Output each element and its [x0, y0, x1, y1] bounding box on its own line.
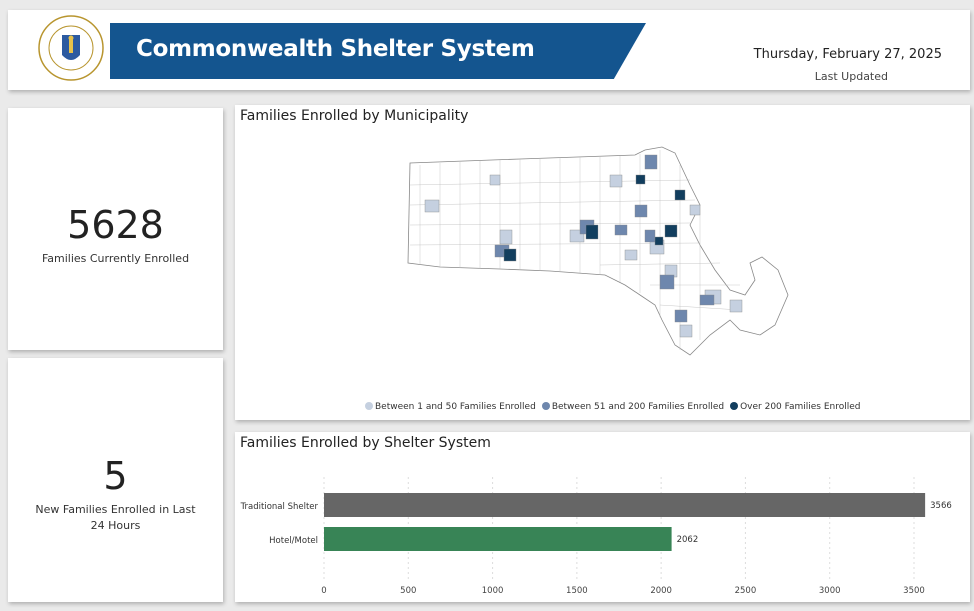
kpi-new-families: 5 New Families Enrolled in Last 24 Hours [8, 358, 223, 602]
legend-dot-icon [541, 402, 550, 410]
municipality-map-card: Families Enrolled by Municipality Betwee… [235, 105, 970, 420]
x-tick-label: 0 [321, 586, 326, 596]
kpi-value: 5628 [67, 203, 164, 247]
massachusetts-map[interactable] [400, 145, 810, 390]
legend-label: Between 51 and 200 Families Enrolled [551, 402, 725, 412]
kpi-label: New Families Enrolled in Last 24 Hours [35, 503, 196, 532]
shelter-bar-chart: 0 500 1000 1500 2000 2500 3000 3500 Traditional … [240, 477, 952, 596]
data-label: 2062 [677, 535, 699, 545]
x-tick-label: 1000 [482, 586, 504, 596]
legend-dot-icon [365, 402, 373, 410]
bar-hotel-motel [324, 527, 672, 551]
x-tick-label: 1500 [566, 586, 588, 596]
state-outline [407, 146, 789, 356]
x-tick-label: 2000 [650, 586, 672, 596]
legend-item-medium: Between 51 and 200 Families Enrolled [541, 402, 725, 412]
x-tick-label: 500 [400, 586, 416, 596]
kpi-families-enrolled: 5628 Families Currently Enrolled [8, 108, 223, 350]
chart-title: Families Enrolled by Shelter System [240, 435, 491, 451]
shelter-system-chart-card: Families Enrolled by Shelter System 0 500… [235, 432, 970, 602]
category-label: Hotel/Motel [269, 536, 318, 546]
report-date: Thursday, February 27, 2025 [753, 47, 942, 62]
category-label: Traditional Shelter [240, 502, 319, 512]
data-label: 3566 [930, 501, 952, 511]
x-tick-label: 3500 [903, 586, 925, 596]
dashboard-title: Commonwealth Shelter System [136, 36, 535, 62]
map-legend: Between 1 and 50 Families Enrolled Betwe… [365, 402, 861, 412]
legend-label: Between 1 and 50 Families Enrolled [375, 402, 536, 412]
title-banner: Commonwealth Shelter System [110, 23, 646, 79]
legend-item-low: Between 1 and 50 Families Enrolled [365, 402, 536, 412]
legend-label: Over 200 Families Enrolled [740, 402, 861, 412]
last-updated-label: Last Updated [814, 70, 888, 83]
x-tick-label: 2500 [735, 586, 757, 596]
bar-traditional-shelter [324, 493, 926, 517]
legend-dot-icon [730, 402, 739, 410]
massachusetts-seal-logo [38, 15, 104, 81]
legend-item-high: Over 200 Families Enrolled [730, 402, 861, 412]
x-tick-label: 3000 [819, 586, 841, 596]
map-title: Families Enrolled by Municipality [240, 108, 469, 124]
kpi-label: Families Currently Enrolled [41, 252, 190, 265]
kpi-value: 5 [103, 454, 128, 498]
header: Commonwealth Shelter System Thursday, Fe… [8, 10, 970, 90]
